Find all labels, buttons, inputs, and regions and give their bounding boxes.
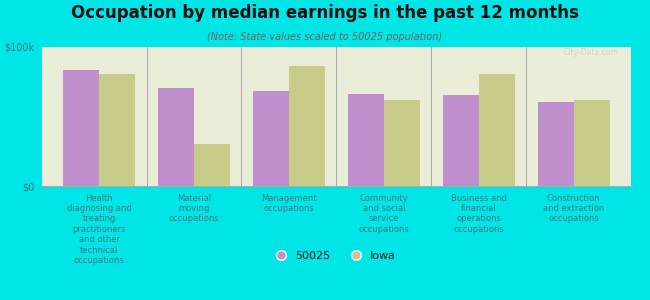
Bar [478, 74, 515, 186]
Bar [63, 70, 99, 186]
Bar [384, 100, 420, 186]
Bar [443, 95, 478, 186]
Bar [289, 66, 325, 186]
Legend: 50025, Iowa: 50025, Iowa [277, 251, 396, 261]
Bar [158, 88, 194, 186]
Text: Occupation by median earnings in the past 12 months: Occupation by median earnings in the pas… [71, 4, 579, 22]
Bar [99, 74, 135, 186]
Bar [348, 94, 383, 186]
Text: (Note: State values scaled to 50025 population): (Note: State values scaled to 50025 popu… [207, 32, 443, 41]
Bar [538, 102, 573, 186]
Bar [194, 144, 230, 186]
Bar [253, 91, 289, 186]
Text: City-Data.com: City-Data.com [564, 48, 619, 57]
Bar [573, 100, 610, 186]
